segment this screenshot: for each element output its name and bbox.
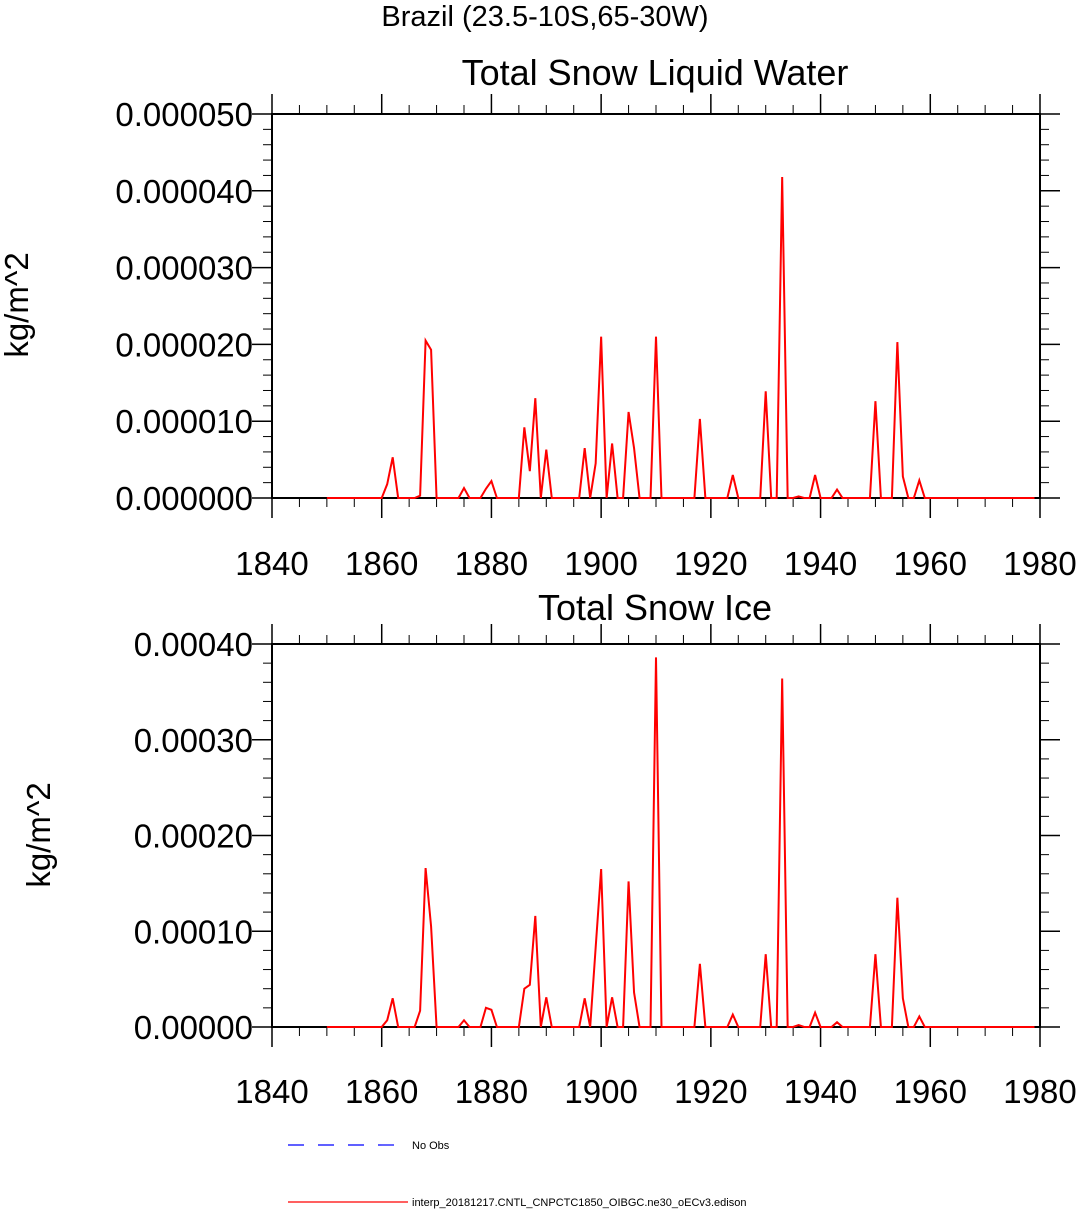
x-tick-label: 1920 [674,545,747,582]
y-axis-label: kg/m^2 [20,782,57,887]
chart-title: Total Snow Liquid Water [462,52,849,93]
x-tick-label: 1980 [1003,545,1076,582]
y-tick-label: 0.000050 [115,96,253,133]
x-tick-label: 1940 [784,1073,857,1110]
x-tick-label: 1900 [564,1073,637,1110]
legend: No Obs interp_20181217.CNTL_CNPCTC1850_O… [288,1140,746,1209]
x-tick-label: 1900 [564,545,637,582]
x-tick-label: 1960 [894,545,967,582]
x-tick-label: 1860 [345,545,418,582]
y-tick-label: 0.000020 [115,326,253,363]
y-tick-label: 0.000040 [115,173,253,210]
x-tick-label: 1980 [1003,1073,1076,1110]
x-tick-label: 1840 [235,545,308,582]
y-tick-label: 0.00040 [134,626,253,663]
x-tick-label: 1940 [784,545,857,582]
y-tick-label: 0.000010 [115,403,253,440]
x-tick-label: 1960 [894,1073,967,1110]
figure-main-title: Brazil (23.5-10S,65-30W) [381,1,708,33]
series-line [326,657,1035,1028]
x-tick-label: 1840 [235,1073,308,1110]
plot-frame [271,113,1041,499]
y-tick-label: 0.00030 [134,722,253,759]
x-tick-label: 1860 [345,1073,418,1110]
x-tick-label: 1920 [674,1073,747,1110]
y-tick-label: 0.00000 [134,1009,253,1046]
legend-label-no-obs: No Obs [412,1140,450,1152]
chart-title: Total Snow Ice [538,587,772,628]
y-tick-label: 0.000030 [115,250,253,287]
x-tick-label: 1880 [455,1073,528,1110]
y-tick-label: 0.00020 [134,818,253,855]
legend-label-model: interp_20181217.CNTL_CNPCTC1850_OIBGC.ne… [412,1197,746,1209]
y-tick-label: 0.000000 [115,480,253,517]
x-tick-label: 1880 [455,545,528,582]
panel-snow-liquid-water: Total Snow Liquid Water kg/m^2 1840 1860 1… [0,52,1077,582]
y-tick-label: 0.00010 [134,913,253,950]
panel-snow-ice: Total Snow Ice kg/m^2 1840 1860 1880 1900 19… [20,587,1077,1110]
series-line [326,176,1035,499]
y-axis-label: kg/m^2 [0,252,35,357]
